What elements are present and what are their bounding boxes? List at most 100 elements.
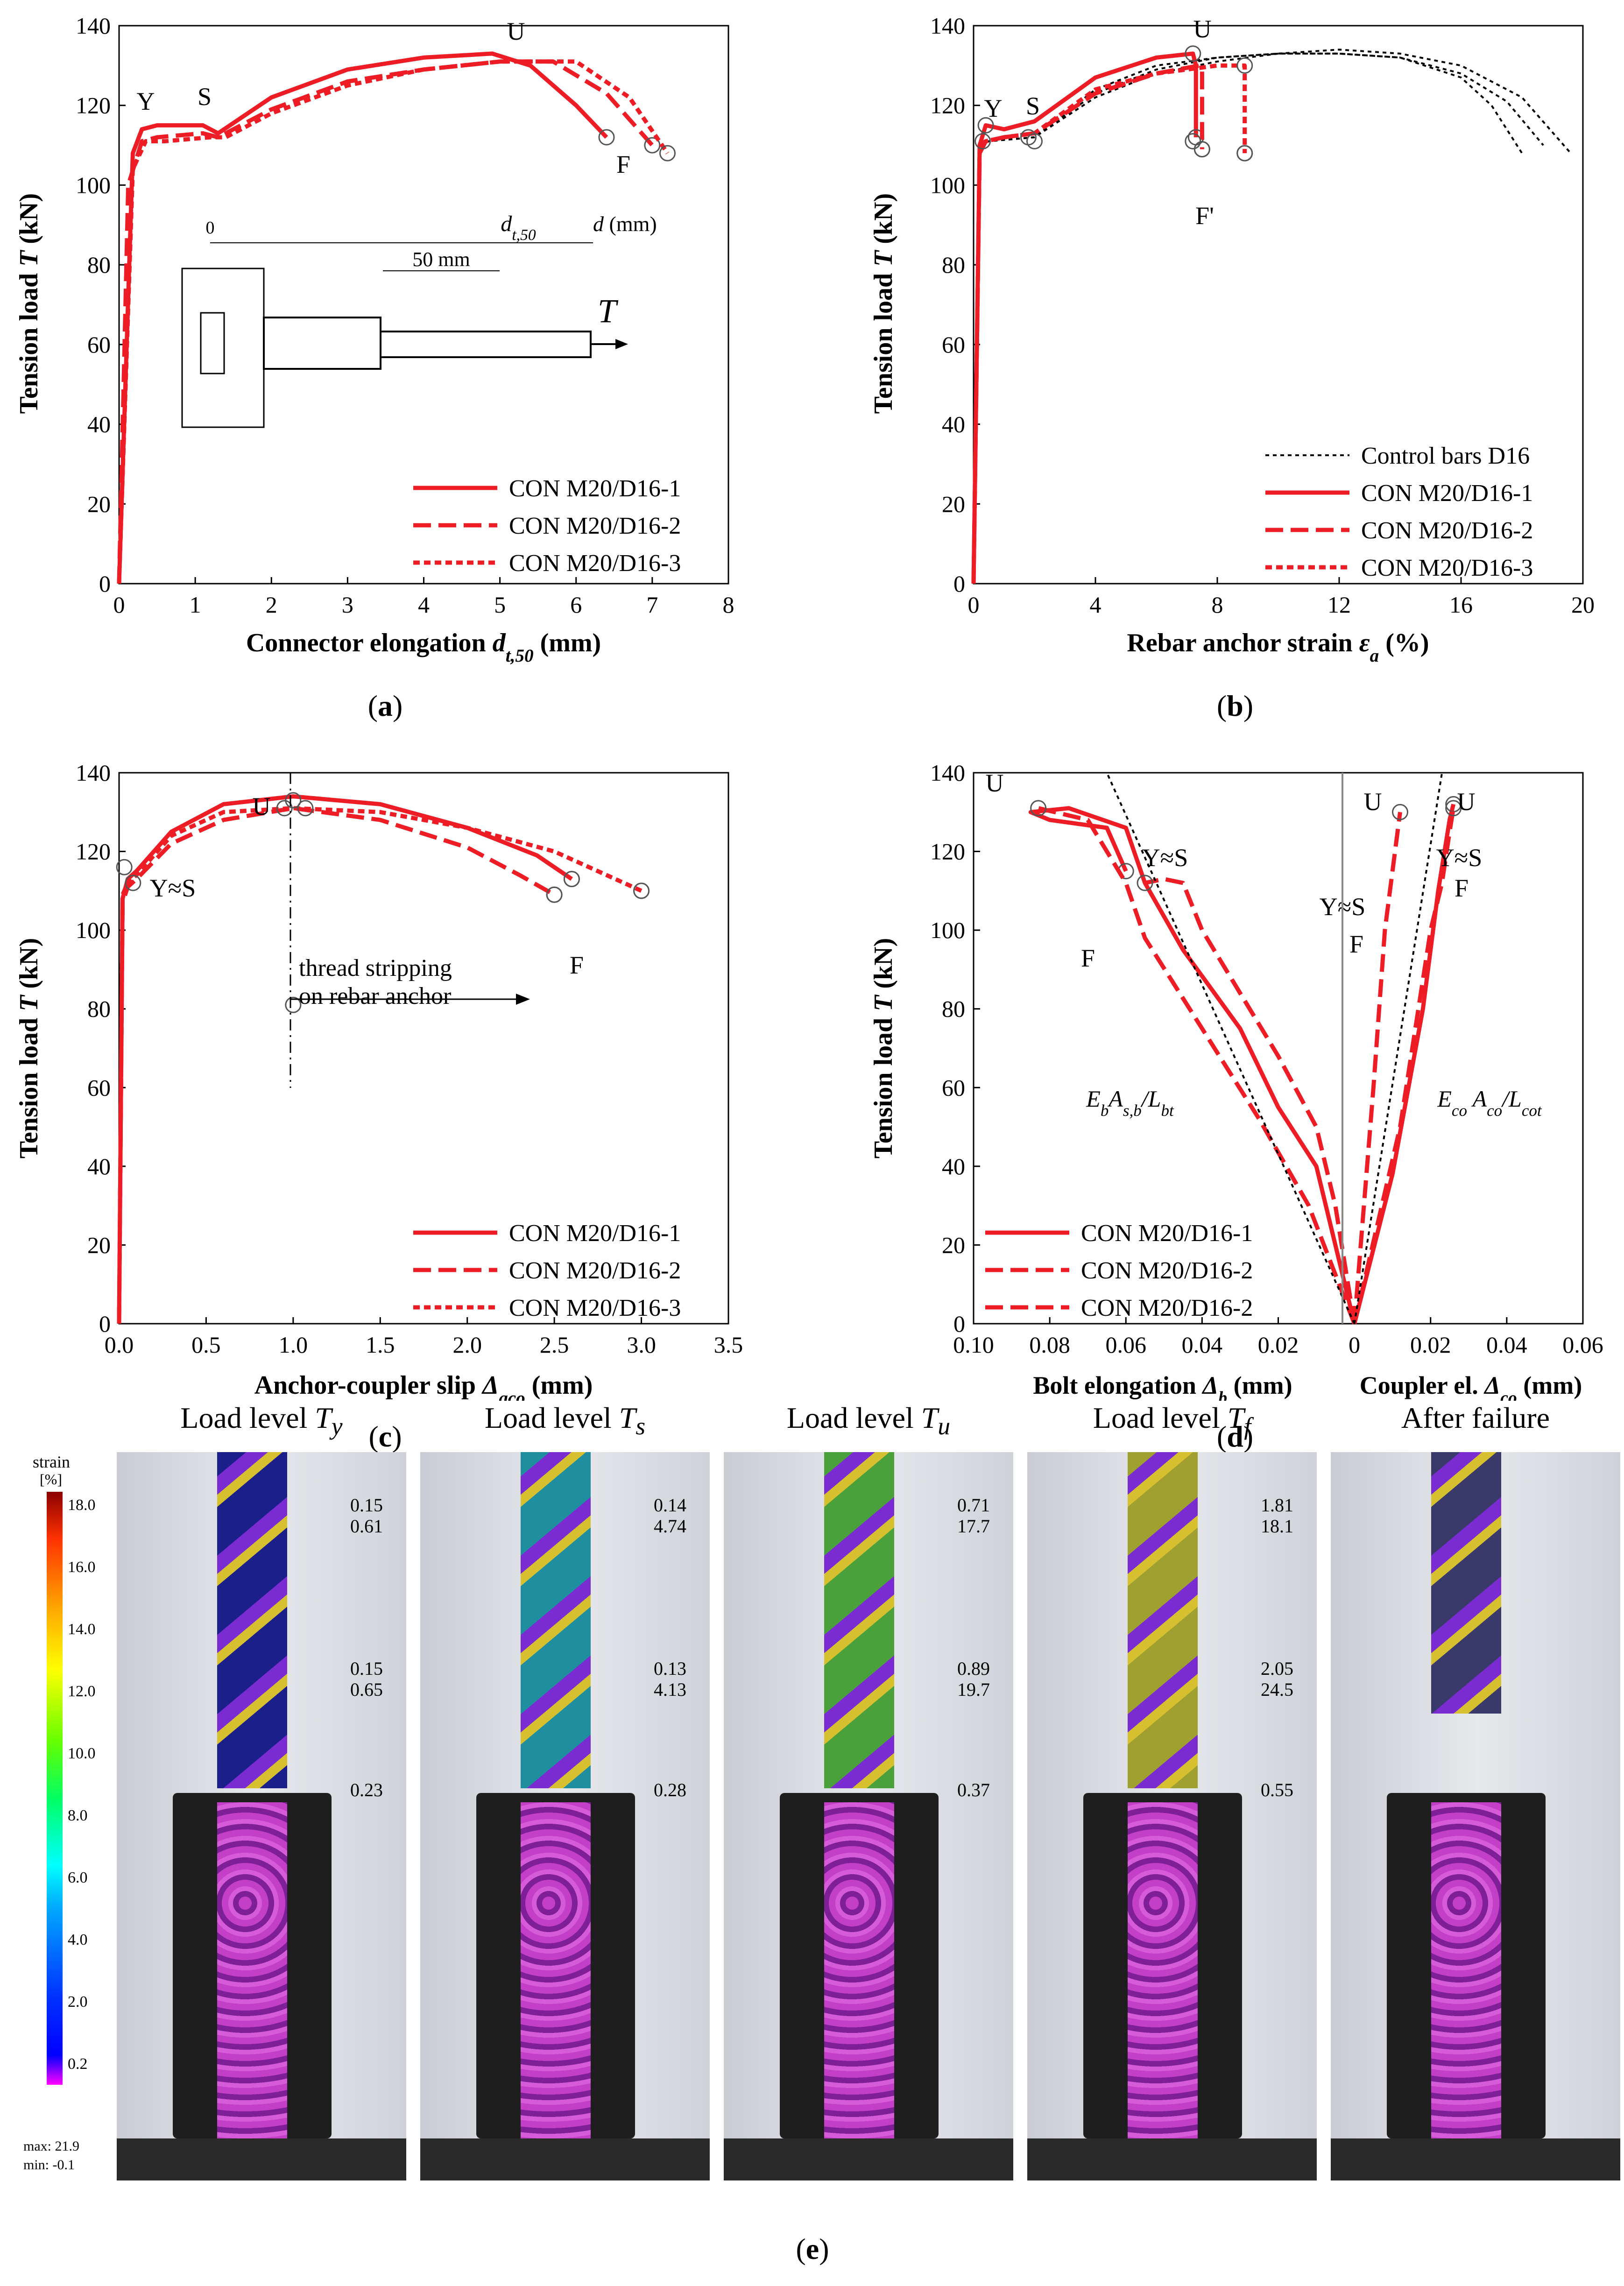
inset-d: d (mm) — [593, 212, 657, 236]
strain-value-label: 0.13 — [654, 1658, 686, 1679]
x-tick-label-a: 6 — [570, 592, 582, 618]
y-axis-label-a: Tension load T (kN) — [14, 193, 43, 414]
x-tick-label-b: 20 — [1571, 592, 1595, 618]
strain-scale-tick: 0.2 — [68, 2055, 88, 2073]
strain-value-label: 2.05 — [1261, 1658, 1293, 1679]
point-marker-b — [1185, 133, 1201, 150]
strain-value-label: 0.23 — [350, 1779, 383, 1800]
series-line-a-0 — [117, 51, 608, 584]
point-label-b: F' — [1195, 202, 1214, 230]
inset-rebar — [380, 331, 592, 358]
x-tick-label-a: 0 — [113, 592, 125, 618]
series-line-d-0 — [1028, 806, 1356, 1325]
x-tick-label-a: 3 — [342, 592, 353, 618]
y-tick-label-b: 60 — [942, 332, 965, 358]
dic-photo — [117, 1452, 406, 2180]
strain-value-label: 0.55 — [1261, 1779, 1293, 1800]
x-tick-label-c: 0.0 — [105, 1332, 134, 1358]
strain-scale-tick: 16.0 — [68, 1559, 96, 1576]
series-line-d-2 — [1038, 806, 1356, 1325]
strain-value-label: 0.28 — [654, 1779, 686, 1800]
x-tick-label-a: 7 — [646, 592, 658, 618]
plot-frame-d — [973, 772, 1584, 1325]
x-tick-label-d: 0.02 — [1258, 1332, 1299, 1358]
point-label-c: U — [253, 792, 271, 820]
point-marker-d — [1445, 800, 1462, 817]
plot-frame-c — [118, 772, 729, 1325]
x-axis-label-d-right: Coupler el. Δco (mm) — [1360, 1371, 1582, 1401]
point-label-c: Y≈S — [150, 874, 196, 902]
strain-scale-tick: 14.0 — [68, 1621, 96, 1638]
dic-photo — [1331, 1452, 1620, 2180]
y-axis-label-b: Tension load T (kN) — [869, 193, 898, 414]
y-axis-label-c: Tension load T (kN) — [14, 938, 43, 1159]
x-tick-label-d: 0.08 — [1029, 1332, 1070, 1358]
y-tick-label-c: 40 — [87, 1153, 111, 1179]
inset-zero: 0 — [206, 218, 215, 238]
load-level-title: Load level Tu — [786, 1401, 951, 1440]
dic-photo — [724, 1452, 1013, 2180]
note-rebar-anchor: on rebar anchor — [299, 983, 451, 1009]
load-level-title: Load level Ts — [484, 1401, 646, 1440]
point-marker-c — [285, 792, 302, 809]
stiffness-label-bolt: EbAs,b/Lbt — [1086, 1086, 1174, 1120]
point-label-d: U — [986, 769, 1004, 797]
load-level-title: After failure — [1401, 1401, 1550, 1434]
point-marker-b — [974, 133, 991, 150]
series-line-d-3 — [1352, 804, 1456, 1325]
y-tick-label-b: 40 — [942, 411, 965, 437]
y-tick-label-a: 0 — [99, 571, 111, 597]
legend-label-c: CON M20/D16-1 — [509, 1220, 681, 1247]
y-tick-label-c: 100 — [76, 917, 111, 943]
x-tick-label-a: 2 — [266, 592, 277, 618]
panel-label-b: (b) — [1216, 689, 1254, 722]
strain-scale-tick: 10.0 — [68, 1745, 96, 1762]
strain-value-label: 17.7 — [957, 1516, 990, 1537]
strain-value-label: 4.13 — [654, 1679, 686, 1700]
y-tick-label-c: 0 — [99, 1311, 111, 1337]
x-axis-label-d-left: Bolt elongation Δb (mm) — [1033, 1371, 1292, 1401]
panel-label-d: (d) — [1216, 1420, 1254, 1453]
point-label-c: F — [570, 951, 584, 979]
y-tick-label-b: 20 — [942, 491, 965, 517]
y-axis-label-d: Tension load T (kN) — [869, 938, 898, 1159]
point-marker-b — [1026, 133, 1043, 150]
panel-label-e: (e) — [796, 2232, 829, 2265]
y-tick-label-b: 80 — [942, 252, 965, 278]
x-tick-label-b: 4 — [1090, 592, 1101, 618]
x-tick-label-d: 0 — [1349, 1332, 1360, 1358]
point-label-d: U — [1364, 788, 1382, 816]
y-tick-label-b: 0 — [953, 571, 965, 597]
point-marker-c — [563, 871, 580, 888]
strain-scale-tick: 12.0 — [68, 1683, 96, 1700]
note-thread-stripping: thread stripping — [299, 955, 452, 981]
load-level-title: Load level Tf — [1093, 1401, 1251, 1440]
legend-label-d: CON M20/D16-1 — [1081, 1220, 1253, 1247]
stiffness-label-coupler: Eco Aco/Lcot — [1437, 1086, 1542, 1120]
point-label-b: U — [1193, 15, 1212, 43]
point-marker-d — [1137, 875, 1153, 891]
inset-bolt-head — [200, 312, 225, 374]
inset-plate — [181, 268, 265, 428]
y-tick-label-c: 80 — [87, 996, 111, 1022]
y-tick-label-a: 100 — [76, 172, 111, 198]
x-tick-label-b: 12 — [1327, 592, 1351, 618]
load-level-title: Load level Ty — [180, 1401, 343, 1440]
series-line-d-7 — [1353, 772, 1443, 1324]
legend-label-c: CON M20/D16-3 — [509, 1295, 681, 1321]
y-tick-label-d: 0 — [953, 1311, 965, 1337]
plot-frame-b — [973, 25, 1584, 585]
y-tick-label-c: 140 — [76, 760, 111, 786]
strain-scale-tick: 2.0 — [68, 1993, 88, 2011]
dic-scale-title: strain — [33, 1453, 70, 1471]
legend-label-d: CON M20/D16-2 — [1081, 1257, 1253, 1284]
point-marker-d — [1030, 800, 1047, 817]
y-tick-label-a: 80 — [87, 252, 111, 278]
y-tick-label-b: 100 — [930, 172, 965, 198]
series-line-d-1 — [1144, 877, 1357, 1324]
point-marker-b — [1185, 45, 1201, 62]
x-tick-label-b: 16 — [1449, 592, 1473, 618]
series-line-d-4 — [1352, 811, 1402, 1324]
point-label-d: F — [1349, 930, 1363, 958]
